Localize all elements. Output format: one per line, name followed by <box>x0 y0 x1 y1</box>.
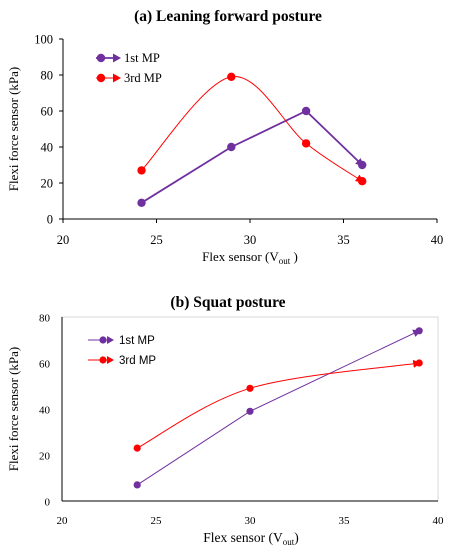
chart-a-y-tick-label: 0 <box>47 213 53 227</box>
chart-b-y-tick-label: 0 <box>45 497 51 509</box>
chart-b-y-axis-label: Flexi force sensor (kPa) <box>6 347 21 472</box>
legend-a-3rd-mp-label: 3rd MP <box>124 71 162 85</box>
chart-b-series-2-point <box>415 359 423 367</box>
chart-b-x-tick-label: 40 <box>433 515 445 527</box>
chart-a-y-tick-label: 80 <box>41 69 54 83</box>
legend-b-3rd-mp-label: 3rd MP <box>119 355 156 367</box>
chart-b-y-tick-label: 80 <box>39 313 51 325</box>
chart-b-series-1-point <box>415 327 423 335</box>
chart-a-series-2-point <box>137 166 146 175</box>
legend-b-3rd-mp-arrow <box>107 356 114 364</box>
legend-b-1st-mp-label: 1st MP <box>119 335 155 347</box>
chart-a-series-1-point <box>358 160 367 170</box>
chart-a-x-tick-label: 35 <box>337 233 350 247</box>
chart-a-series-1-point <box>137 198 146 207</box>
legend-b-1st-mp-marker <box>99 336 107 344</box>
chart-a-series-1-point <box>227 142 236 152</box>
chart-a-legend: 1st MP 3rd MP <box>96 51 162 85</box>
chart-b-x-tick-label: 20 <box>57 515 69 527</box>
chart-b-x-tick-label: 35 <box>339 515 351 527</box>
legend-b-1st-mp-arrow <box>107 336 114 344</box>
chart-b-series <box>133 327 423 489</box>
chart-b-x-tick-label: 25 <box>151 515 163 527</box>
chart-a-y-axis-label: Flexi force sensor (kPa) <box>6 67 21 192</box>
chart-a-y-tick-label: 20 <box>41 177 54 191</box>
chart-b-y-tick-label: 60 <box>39 359 51 371</box>
chart-b-x-tick-label: 30 <box>245 515 257 527</box>
chart-a-series-2-point <box>227 72 236 82</box>
legend-a-3rd-mp-arrow <box>113 73 121 83</box>
chart-a-x-tick-label: 20 <box>57 233 70 247</box>
chart-a-series-1-point <box>301 106 311 116</box>
chart-a-ticks: 20 25 30 35 40 0 20 40 60 80 100 <box>34 33 443 248</box>
chart-a-x-tick-label: 25 <box>150 233 163 247</box>
chart-a-x-tick-label: 30 <box>244 233 257 247</box>
chart-b-series-line-1 <box>136 329 422 486</box>
chart-b-series-2-point <box>133 444 141 452</box>
legend-b-3rd-mp-marker <box>99 356 107 364</box>
chart-a-y-tick-label: 60 <box>41 105 54 119</box>
chart-b-title: (b) Squat posture <box>170 294 285 311</box>
chart-b-frame <box>61 316 439 502</box>
chart-panel-a: (a) Leaning forward posture 20 25 30 35 4002… <box>6 8 443 266</box>
chart-a-x-label-sub: out <box>279 256 291 266</box>
chart-a-series-line-1 <box>141 109 364 204</box>
chart-a-series <box>137 72 367 207</box>
legend-a-1st-mp-marker <box>96 53 106 63</box>
chart-a-series-line-2 <box>141 76 364 183</box>
chart-a-x-label-main: Flex sensor (V <box>202 249 279 264</box>
chart-b-y-tick-label: 40 <box>39 405 51 417</box>
chart-b-x-label-close: ) <box>294 530 299 545</box>
chart-b-ticks: 20 25 30 35 40 0 20 40 60 80 <box>39 313 444 528</box>
chart-b-series-2-point <box>246 384 254 392</box>
chart-a-x-tick-label: 40 <box>431 233 444 247</box>
chart-panel-b: (b) Squat posture 20 25 30 35 40 0 20 40 60 80 1s… <box>6 294 444 547</box>
chart-a-x-label-close: ) <box>290 249 298 264</box>
chart-a-title: (a) Leaning forward posture <box>134 8 322 25</box>
legend-a-1st-mp-arrow <box>113 53 121 63</box>
chart-a-y-tick-label: 100 <box>34 33 53 47</box>
chart-a-x-axis-label: Flex sensor (Vout ) <box>202 249 298 266</box>
chart-b-series-1-point <box>246 407 254 415</box>
chart-b-series-1-point <box>133 481 141 489</box>
chart-b-x-axis-label: Flex sensor (Vout) <box>203 530 299 547</box>
chart-a-y-tick-label: 40 <box>41 141 54 155</box>
chart-a-series-2-point <box>358 177 367 186</box>
legend-a-1st-mp-label: 1st MP <box>124 51 160 65</box>
chart-b-series-line-2 <box>136 359 422 449</box>
chart-a-axes <box>62 39 437 220</box>
legend-a-3rd-mp-marker <box>96 73 106 83</box>
chart-a-series-2-point <box>301 139 311 148</box>
chart-b-x-label-sub: out <box>283 537 295 547</box>
chart-b-x-label-main: Flex sensor (V <box>203 530 283 545</box>
chart-b-y-tick-label: 20 <box>39 451 51 463</box>
chart-b-legend: 1st MP 3rd MP <box>88 335 156 367</box>
